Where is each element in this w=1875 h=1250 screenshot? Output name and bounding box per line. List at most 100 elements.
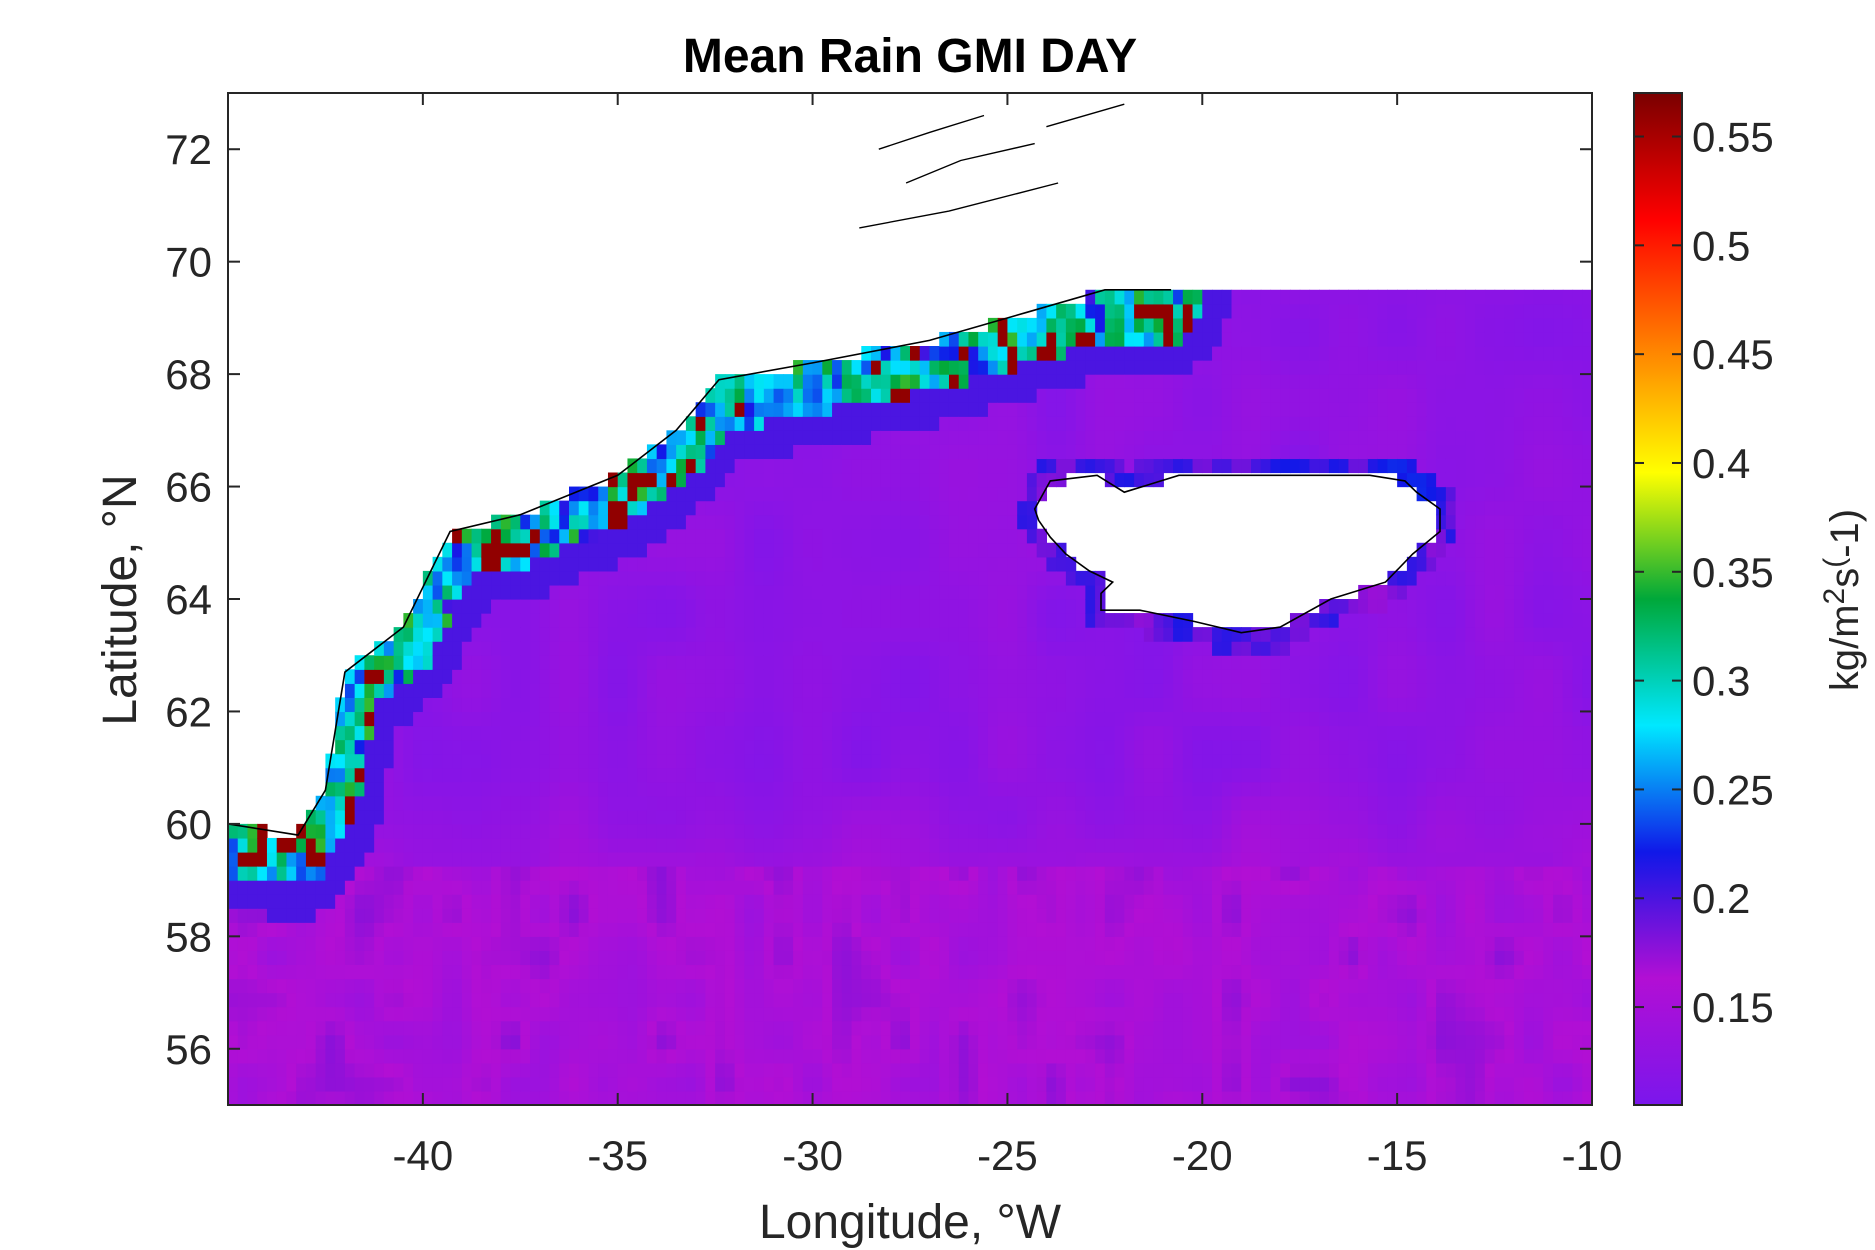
heatmap-cell xyxy=(335,697,346,713)
heatmap-cell xyxy=(929,472,940,488)
heatmap-cell xyxy=(1104,936,1116,951)
heatmap-cell xyxy=(968,360,979,375)
heatmap-cell xyxy=(1202,627,1213,642)
heatmap-cell xyxy=(1036,922,1047,937)
heatmap-cell xyxy=(841,458,853,474)
heatmap-cell xyxy=(481,739,492,755)
heatmap-cell xyxy=(656,922,668,937)
heatmap-cell xyxy=(1182,669,1194,684)
heatmap-cell xyxy=(617,1020,629,1036)
heatmap-cell xyxy=(1114,641,1125,656)
heatmap-cell xyxy=(1065,402,1077,417)
heatmap-cell xyxy=(890,472,901,488)
heatmap-cell xyxy=(325,781,336,797)
heatmap-cell xyxy=(812,542,823,558)
heatmap-cell xyxy=(413,866,424,881)
heatmap-cell xyxy=(452,978,463,994)
heatmap-cell xyxy=(344,908,356,923)
heatmap-cell xyxy=(1163,669,1174,684)
heatmap-cell xyxy=(1251,711,1262,727)
heatmap-cell xyxy=(588,627,599,642)
heatmap-cell xyxy=(520,936,531,951)
heatmap-cell xyxy=(344,852,356,867)
heatmap-cell xyxy=(305,1020,317,1036)
heatmap-cell xyxy=(276,992,288,1008)
heatmap-cell xyxy=(539,922,551,937)
heatmap-cell xyxy=(919,486,931,502)
heatmap-cell xyxy=(822,753,833,769)
heatmap-cell xyxy=(1153,866,1164,881)
heatmap-cell xyxy=(695,978,706,994)
heatmap-cell xyxy=(910,430,921,445)
heatmap-cell xyxy=(1104,753,1116,769)
heatmap-cell xyxy=(724,922,736,937)
heatmap-cell xyxy=(491,514,502,530)
heatmap-cell xyxy=(978,486,989,502)
heatmap-cell xyxy=(364,908,375,923)
heatmap-cell xyxy=(1095,978,1106,994)
heatmap-cell xyxy=(890,1020,901,1036)
heatmap-cell xyxy=(910,528,921,544)
heatmap-cell xyxy=(1241,711,1252,727)
heatmap-cell xyxy=(481,753,492,769)
heatmap-cell xyxy=(929,416,940,431)
heatmap-cell xyxy=(578,725,590,741)
heatmap-cell xyxy=(1309,964,1320,980)
heatmap-cell xyxy=(783,416,794,431)
heatmap-cell xyxy=(1007,697,1018,713)
heatmap-cell xyxy=(1260,388,1272,403)
heatmap-cell xyxy=(1124,360,1135,375)
heatmap-cell xyxy=(237,837,249,853)
heatmap-cell xyxy=(1056,964,1067,980)
heatmap-cell xyxy=(851,781,862,797)
heatmap-cell xyxy=(1095,866,1106,881)
heatmap-cell xyxy=(724,936,736,951)
heatmap-cell xyxy=(481,641,492,656)
heatmap-cell xyxy=(900,992,911,1008)
heatmap-cell xyxy=(530,978,541,994)
heatmap-cell xyxy=(890,697,901,713)
heatmap-cell xyxy=(598,570,609,586)
heatmap-cell xyxy=(948,458,960,474)
heatmap-cell xyxy=(403,866,414,881)
heatmap-cell xyxy=(549,908,560,923)
heatmap-cell xyxy=(1260,683,1272,698)
heatmap-cell xyxy=(461,767,473,783)
heatmap-cell xyxy=(1270,1006,1281,1022)
heatmap-cell xyxy=(481,908,492,923)
heatmap-cell xyxy=(588,992,599,1008)
heatmap-cell xyxy=(325,1090,336,1105)
heatmap-cell xyxy=(851,627,862,642)
heatmap-cell xyxy=(812,584,823,600)
heatmap-cell xyxy=(276,978,288,994)
heatmap-cell xyxy=(822,992,833,1008)
heatmap-cell xyxy=(929,346,940,361)
heatmap-cell xyxy=(335,767,346,783)
heatmap-cell xyxy=(471,1076,482,1092)
heatmap-cell xyxy=(432,697,443,713)
heatmap-cell xyxy=(919,978,931,994)
heatmap-cell xyxy=(1134,317,1145,333)
heatmap-cell xyxy=(617,1034,629,1050)
heatmap-cell xyxy=(539,556,551,572)
heatmap-cell xyxy=(1270,936,1281,951)
heatmap-cell xyxy=(1212,922,1223,937)
heatmap-cell xyxy=(1309,1076,1320,1092)
heatmap-cell xyxy=(393,739,404,755)
heatmap-cell xyxy=(393,1062,404,1078)
heatmap-cell xyxy=(607,1062,619,1078)
heatmap-cell xyxy=(666,781,677,797)
heatmap-cell xyxy=(705,978,716,994)
heatmap-cell xyxy=(1202,964,1213,980)
heatmap-cell xyxy=(1270,908,1281,923)
heatmap-cell xyxy=(744,556,755,572)
heatmap-cell xyxy=(354,1090,365,1105)
heatmap-cell xyxy=(1231,1034,1242,1050)
heatmap-cell xyxy=(1221,964,1233,980)
heatmap-cell xyxy=(237,866,249,881)
heatmap-cell xyxy=(1212,430,1223,445)
heatmap-cell xyxy=(257,1048,268,1064)
heatmap-cell xyxy=(734,402,745,417)
heatmap-cell xyxy=(666,444,677,460)
heatmap-cell xyxy=(422,753,434,769)
